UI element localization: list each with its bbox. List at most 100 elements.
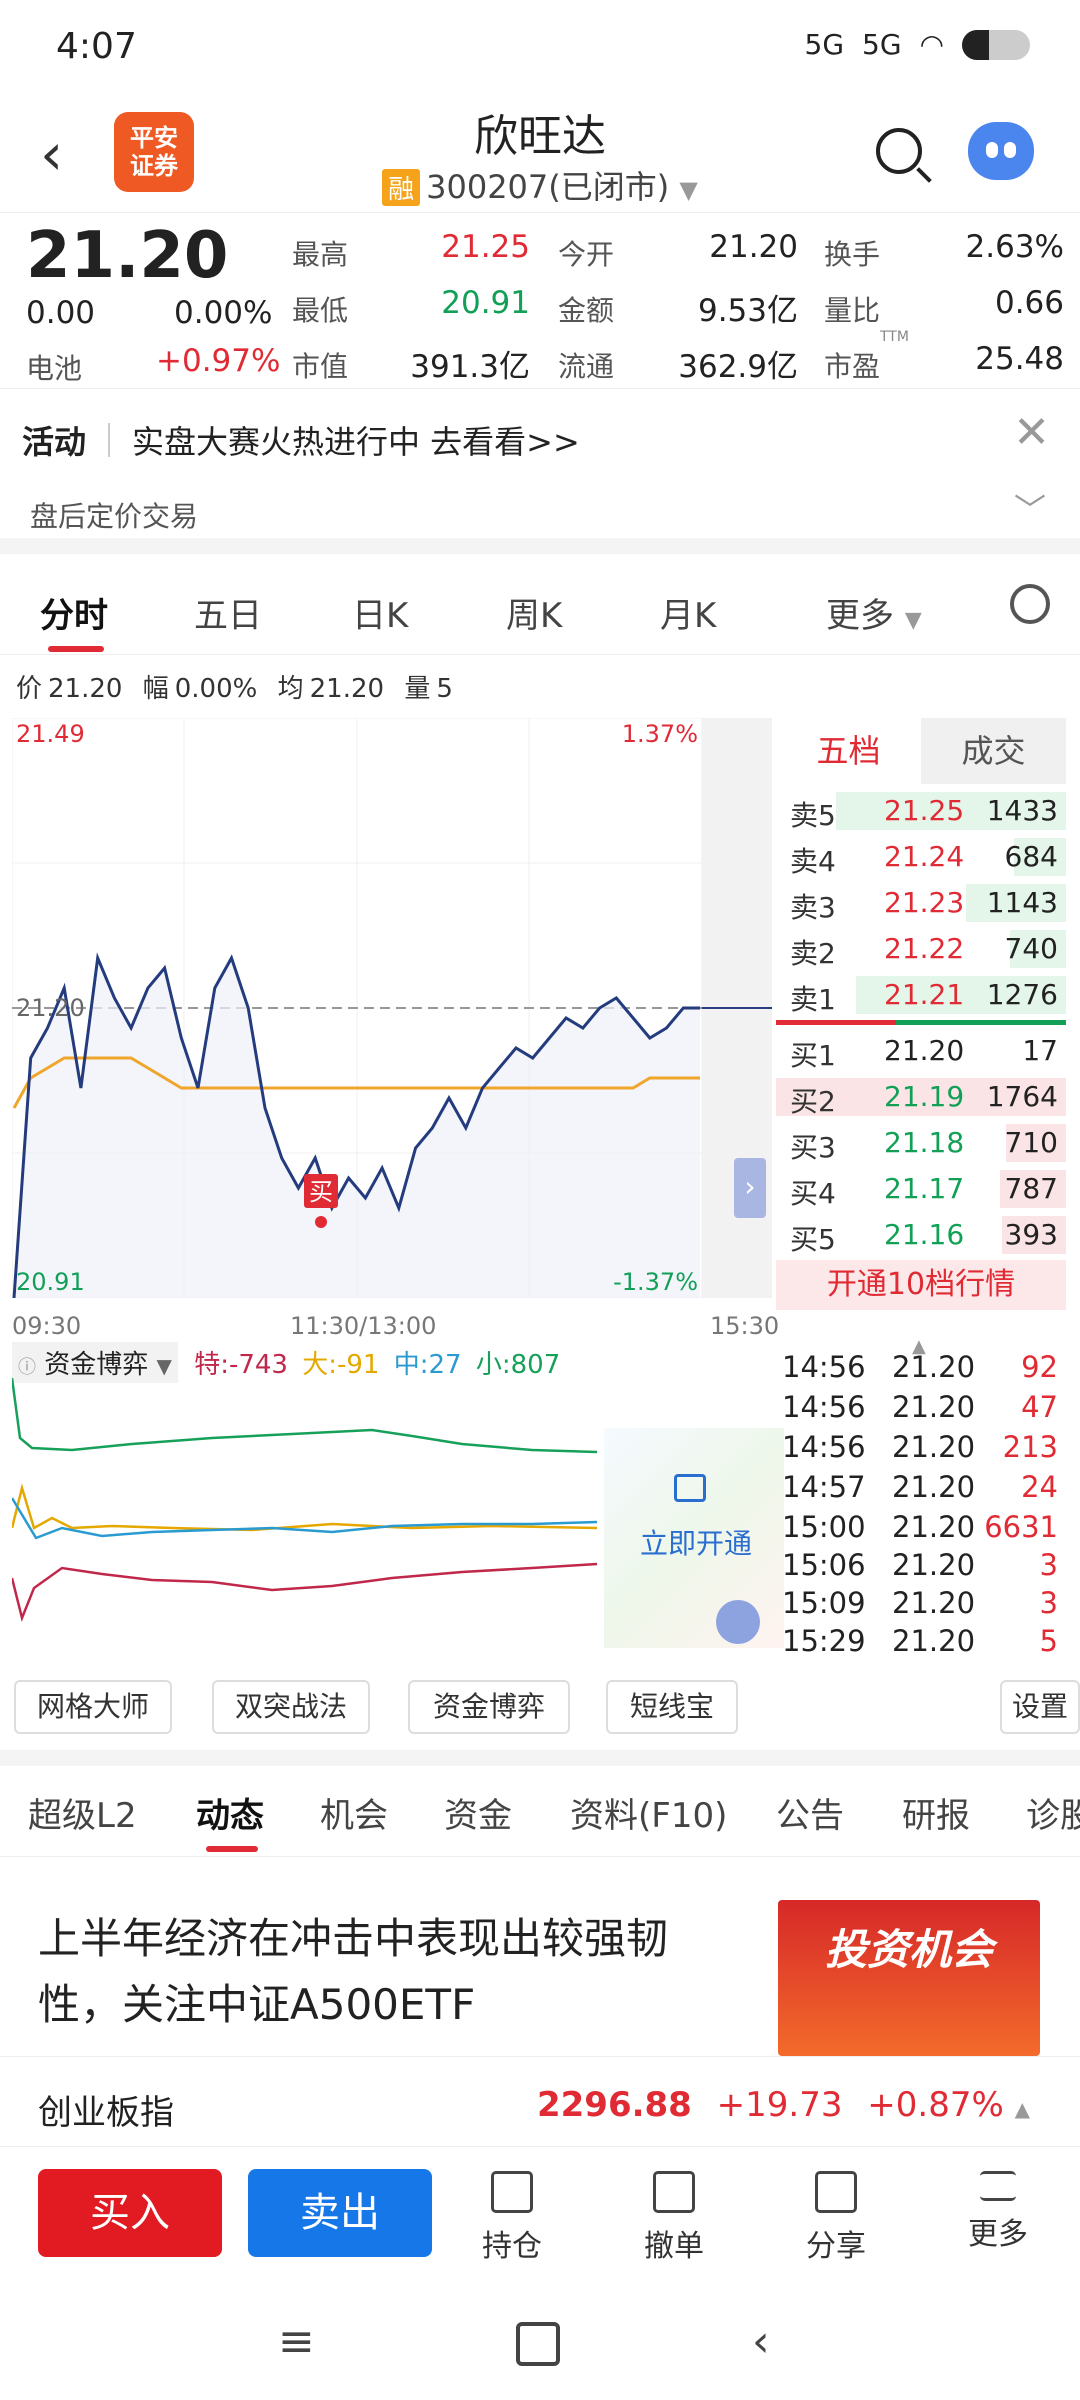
cancel-order-button[interactable]: 撤单: [614, 2171, 734, 2265]
status-bar: 4:07 5G 5G ◠: [0, 0, 1080, 100]
trade-row: 14:57 21.20 24: [782, 1470, 1058, 1504]
tool-fund-game[interactable]: 资金博弈: [408, 1680, 570, 1734]
back-icon[interactable]: ‹: [40, 120, 64, 188]
search-icon[interactable]: [876, 128, 922, 174]
pe-ttm-sup: TTM: [880, 329, 909, 345]
tab-diagnosis[interactable]: 诊股: [1026, 1796, 1080, 1836]
news-thumbnail[interactable]: 投资机会: [778, 1900, 1040, 2056]
chevron-right-icon: ›: [744, 1170, 755, 1203]
tool-settings[interactable]: 设置: [1000, 1680, 1080, 1734]
bid-row[interactable]: 买4 21.17 787: [776, 1166, 1066, 1212]
small-flow: 小:807: [475, 1350, 561, 1380]
stock-code-selector[interactable]: 融 300207(已闭市) ▼: [0, 162, 1080, 208]
tab-intraday[interactable]: 分时: [40, 596, 108, 636]
tab-monthly-k[interactable]: 月K: [660, 596, 717, 636]
field-label: 量比: [824, 294, 881, 327]
back-nav-icon[interactable]: ‹: [752, 2316, 770, 2367]
tab-indicator: [206, 1846, 258, 1852]
buy-button[interactable]: 买入: [38, 2169, 222, 2257]
volume-bar: [966, 884, 1066, 922]
tab-research[interactable]: 研报: [902, 1796, 970, 1836]
undo-icon: [653, 2171, 695, 2213]
tool-grid-master[interactable]: 网格大师: [14, 1680, 172, 1734]
fullscreen-icon[interactable]: [716, 1600, 760, 1644]
super-large-flow: 特:-743: [194, 1350, 288, 1380]
ask-row[interactable]: 卖3 21.23 1143: [776, 880, 1066, 926]
holdings-button[interactable]: 持仓: [452, 2171, 572, 2265]
tab-announcement[interactable]: 公告: [776, 1796, 844, 1836]
tab-level5[interactable]: 五档: [776, 718, 921, 784]
ask-row[interactable]: 卖4 21.24 684: [776, 834, 1066, 880]
gear-icon[interactable]: [1010, 584, 1050, 624]
tab-weekly-k[interactable]: 周K: [506, 596, 563, 636]
signal-icon: 5G: [862, 28, 902, 61]
clock: 4:07: [56, 26, 137, 67]
tab-daily-k[interactable]: 日K: [352, 596, 409, 636]
pct-top-label: 1.37%: [622, 720, 698, 748]
tab-trades[interactable]: 成交: [921, 718, 1066, 784]
y-mid-label: 21.20: [16, 994, 85, 1022]
y-bottom-label: 20.91: [16, 1268, 85, 1296]
buy-marker[interactable]: 买: [304, 1174, 338, 1228]
pct-bottom-label: -1.37%: [613, 1268, 698, 1296]
trade-row: 15:29 21.20 5: [782, 1624, 1058, 1658]
share-icon: [815, 2171, 857, 2213]
tab-five-day[interactable]: 五日: [194, 596, 262, 636]
home-icon[interactable]: [516, 2322, 560, 2366]
bid-row[interactable]: 买3 21.18 710: [776, 1120, 1066, 1166]
tool-short-line[interactable]: 短线宝: [606, 1680, 738, 1734]
field-value: 0.66: [994, 285, 1064, 321]
fund-flow-selector[interactable]: ⓘ 资金博弈 ▼: [12, 1342, 178, 1383]
tick-trades-list: ▲ 14:56 21.20 92 14:56 21.20 47 14:56 21.20 21…: [782, 1336, 1072, 1666]
after-hours-trading[interactable]: 盘后定价交易: [30, 500, 199, 533]
average-price-line: [12, 1056, 700, 1109]
panel-expand-button[interactable]: [734, 1158, 766, 1218]
sector-pct: +0.97%: [156, 343, 281, 379]
order-book-tabs: 五档 成交: [776, 718, 1066, 784]
tool-double-break[interactable]: 双突战法: [212, 1680, 370, 1734]
more-button[interactable]: 更多: [938, 2171, 1058, 2253]
time-label: 15:30: [710, 1312, 780, 1340]
index-ticker[interactable]: 创业板指 2296.88 +19.73 +0.87% ▲: [0, 2056, 1080, 2147]
tab-opportunity[interactable]: 机会: [320, 1796, 388, 1836]
large-flow: 大:-91: [302, 1350, 380, 1380]
caret-down-icon: ▼: [156, 1354, 172, 1378]
volume-bar: [1014, 838, 1066, 876]
field-label: 金额: [558, 294, 615, 327]
sell-button[interactable]: 卖出: [248, 2169, 432, 2257]
unlock-now-button[interactable]: 立即开通: [640, 1527, 753, 1560]
ask-row[interactable]: 卖5 21.25 1433: [776, 788, 1066, 834]
ask-row[interactable]: 卖2 21.22 740: [776, 926, 1066, 972]
tab-f10[interactable]: 资料(F10): [570, 1796, 728, 1836]
market-status: (已闭市): [548, 168, 670, 206]
tab-funds[interactable]: 资金: [444, 1796, 512, 1836]
caret-up-icon: ▲: [912, 1336, 926, 1357]
recent-apps-icon[interactable]: ≡: [278, 2316, 315, 2367]
tab-more[interactable]: 更多 ▼: [826, 596, 922, 636]
bid-row[interactable]: 买1 21.20 17: [790, 1034, 1058, 1072]
share-button[interactable]: 分享: [776, 2171, 896, 2265]
bid-row[interactable]: 买2 21.19 1764: [776, 1074, 1066, 1120]
ask-row[interactable]: 卖1 21.21 1276: [776, 972, 1066, 1018]
tab-super-l2[interactable]: 超级L2: [28, 1796, 137, 1836]
fund-flow-panel: ⓘ 资金博弈 ▼ 特:-743 大:-91 中:27 小:807 立即开通: [12, 1342, 784, 1662]
activity-link[interactable]: 实盘大赛火热进行中 去看看>>: [132, 423, 580, 461]
intraday-chart[interactable]: 21.49 21.20 20.91 1.37% -1.37% 买 ›: [12, 718, 772, 1298]
close-icon[interactable]: ✕: [1013, 407, 1050, 458]
assistant-robot-icon[interactable]: [968, 122, 1034, 180]
news-tabs: 超级L2 动态 机会 资金 资料(F10) 公告 研报 诊股: [0, 1766, 1080, 1857]
news-headline[interactable]: 上半年经济在冲击中表现出较强韧性，关注中证A500ETF: [38, 1914, 669, 2029]
ask-bid-divider-green: [896, 1020, 1066, 1025]
field-value: 2.63%: [965, 229, 1064, 265]
open-level10-button[interactable]: 开通10档行情: [776, 1260, 1066, 1310]
document-icon: [491, 2171, 533, 2213]
news-item[interactable]: 上半年经济在冲击中表现出较强韧性，关注中证A500ETF 投资机会: [0, 1856, 1080, 2056]
svg-text:买: 买: [309, 1178, 333, 1206]
field-value: 21.25: [441, 229, 530, 265]
tab-news[interactable]: 动态: [196, 1796, 264, 1836]
margin-tag: 融: [382, 169, 421, 206]
bid-row[interactable]: 买5 21.16 393: [776, 1212, 1066, 1258]
field-label: 市盈: [824, 350, 881, 383]
volume-bar: [1010, 930, 1066, 968]
chevron-down-icon[interactable]: ﹀: [1013, 491, 1046, 529]
